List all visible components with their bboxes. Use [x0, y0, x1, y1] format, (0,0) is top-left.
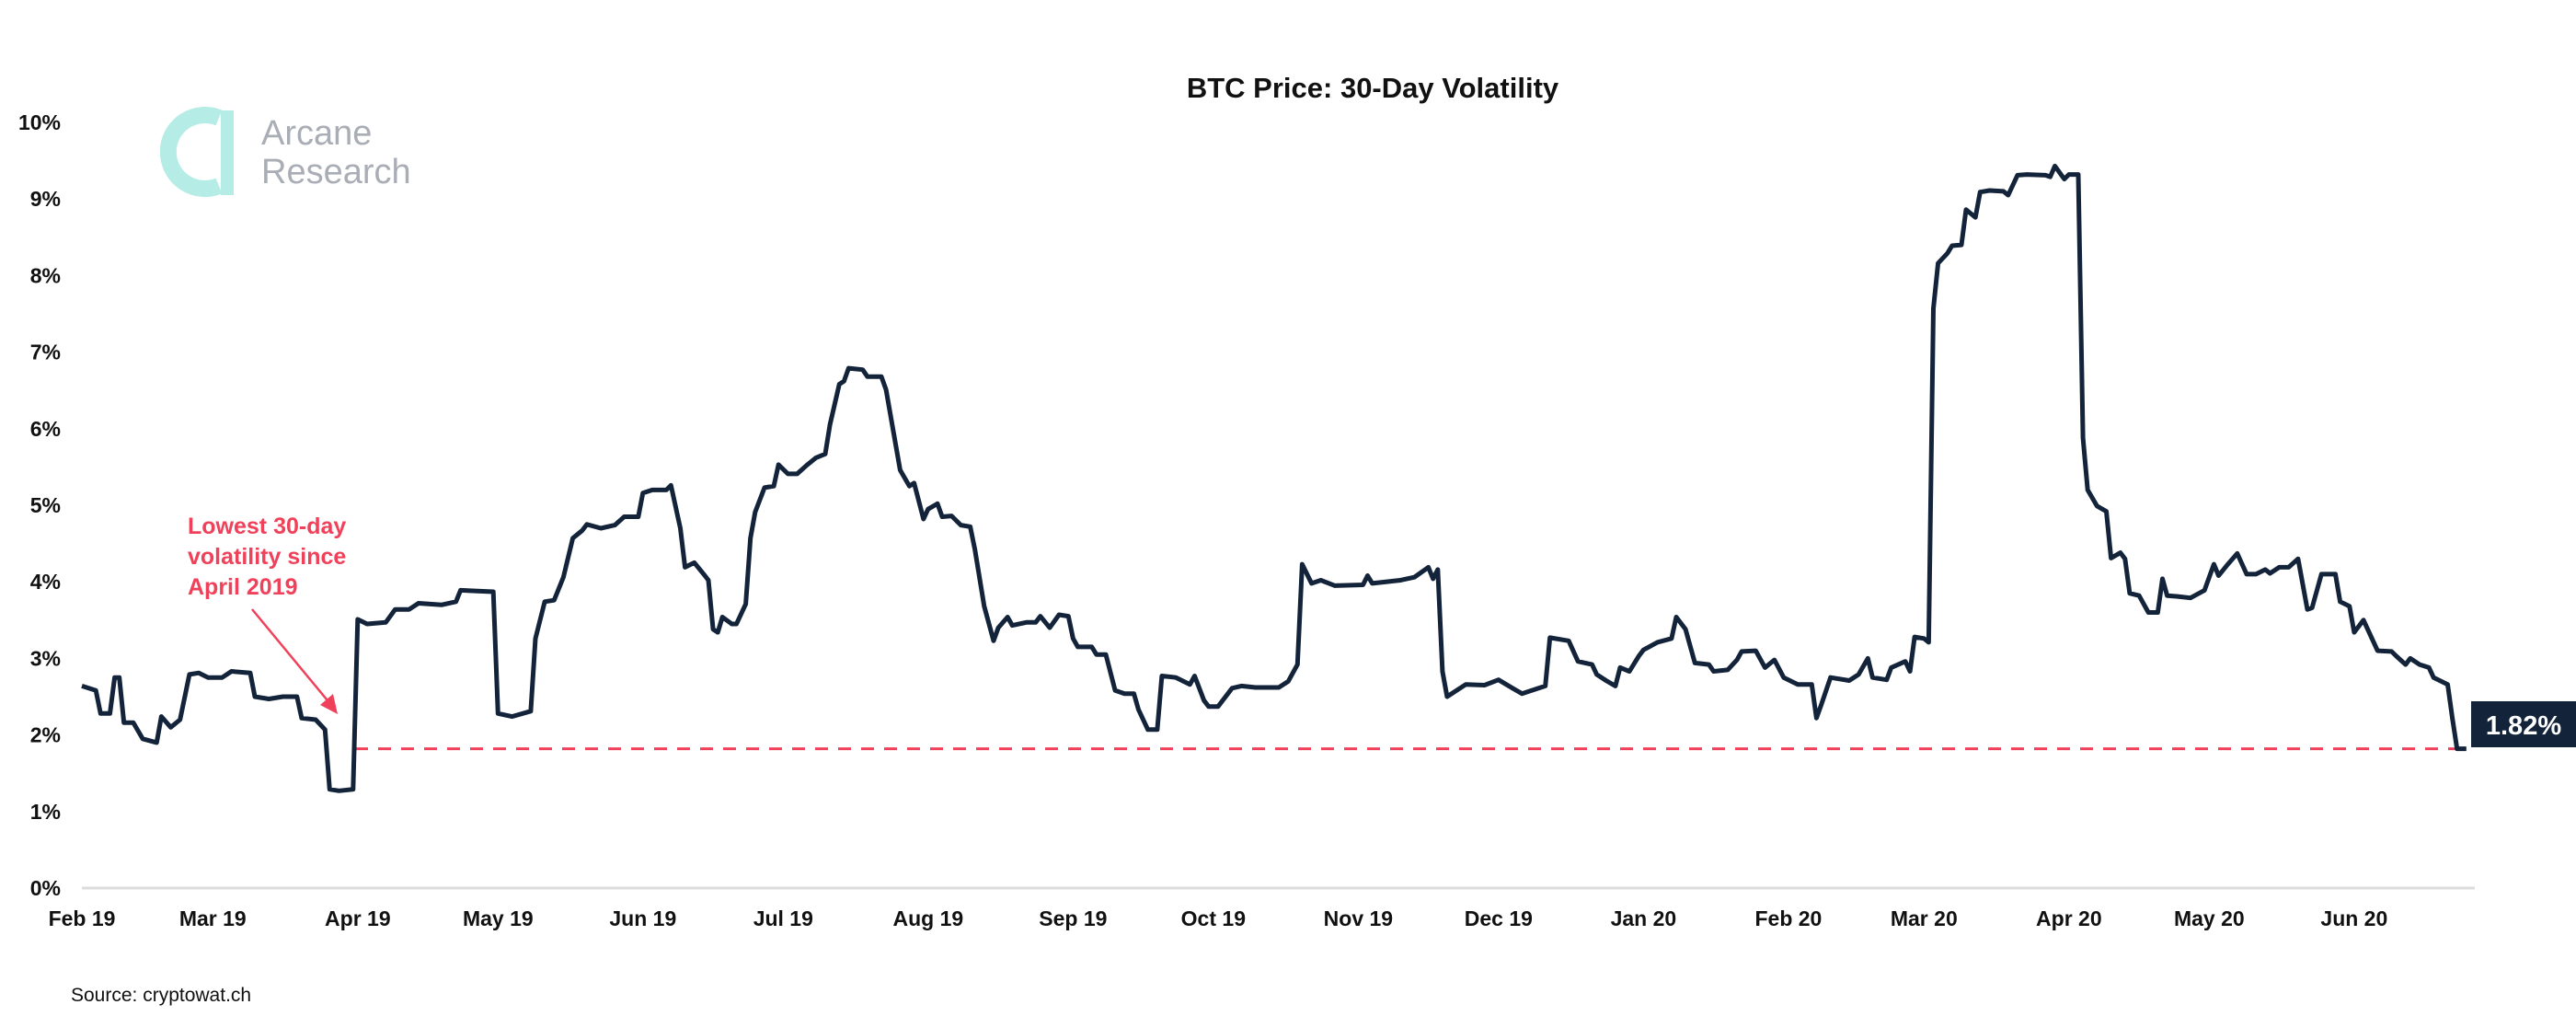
y-tick-label: 1%	[30, 800, 61, 824]
x-tick-label: Jun 19	[609, 906, 676, 930]
y-tick-label: 4%	[30, 570, 61, 594]
y-tick-label: 9%	[30, 187, 61, 211]
logo-text-line1: Arcane	[261, 114, 372, 153]
x-tick-label: Jun 20	[2320, 906, 2387, 930]
y-tick-label: 8%	[30, 263, 61, 287]
series-line	[81, 163, 2467, 793]
logo-text-line2: Research	[261, 153, 411, 191]
x-tick-label: Mar 19	[179, 906, 247, 930]
x-tick-label: Feb 20	[1754, 906, 1822, 930]
x-tick-label: Mar 20	[1891, 906, 1958, 930]
y-tick-label: 0%	[30, 876, 61, 900]
annotation-line-3: April 2019	[188, 574, 298, 600]
y-tick-label: 7%	[30, 341, 61, 364]
x-tick-label: May 20	[2174, 906, 2245, 930]
end-value-label: 1.82%	[2471, 701, 2576, 747]
x-tick-label: Dec 19	[1465, 906, 1533, 930]
annotation-arrow	[251, 608, 332, 706]
x-axis: Feb 19 Mar 19 Apr 19 May 19 Jun 19 Jul 19 Aug …	[49, 906, 2388, 930]
logo: Arcane Research	[159, 107, 411, 197]
y-tick-label: 6%	[30, 417, 61, 441]
x-tick-label: Oct 19	[1181, 906, 1246, 930]
x-tick-label: Jan 20	[1611, 906, 1677, 930]
annotation-arrowhead-icon	[320, 694, 338, 714]
source-note: Source: cryptowat.ch	[71, 985, 251, 1006]
x-tick-label: Aug 19	[892, 906, 963, 930]
x-tick-label: May 19	[463, 906, 534, 930]
x-tick-label: Apr 19	[325, 906, 391, 930]
x-tick-label: Apr 20	[2036, 906, 2102, 930]
x-tick-label: Jul 19	[753, 906, 813, 930]
x-tick-label: Nov 19	[1324, 906, 1393, 930]
annotation: Lowest 30-day volatility since April 201…	[188, 514, 346, 714]
chart-title: BTC Price: 30-Day Volatility	[1187, 72, 1559, 104]
y-tick-label: 3%	[30, 646, 61, 670]
x-tick-label: Feb 19	[49, 906, 116, 930]
y-axis: 0% 1% 2% 3% 4% 5% 6% 7% 8% 9% 10%	[18, 110, 61, 900]
end-value-text: 1.82%	[2486, 711, 2561, 741]
y-tick-label: 10%	[18, 110, 61, 134]
logo-mark-stem	[221, 110, 234, 195]
annotation-line-2: volatility since	[188, 544, 346, 570]
annotation-line-1: Lowest 30-day	[188, 514, 346, 539]
y-tick-label: 2%	[30, 723, 61, 747]
y-tick-label: 5%	[30, 493, 61, 517]
logo-mark-icon	[159, 107, 223, 197]
x-tick-label: Sep 19	[1039, 906, 1107, 930]
